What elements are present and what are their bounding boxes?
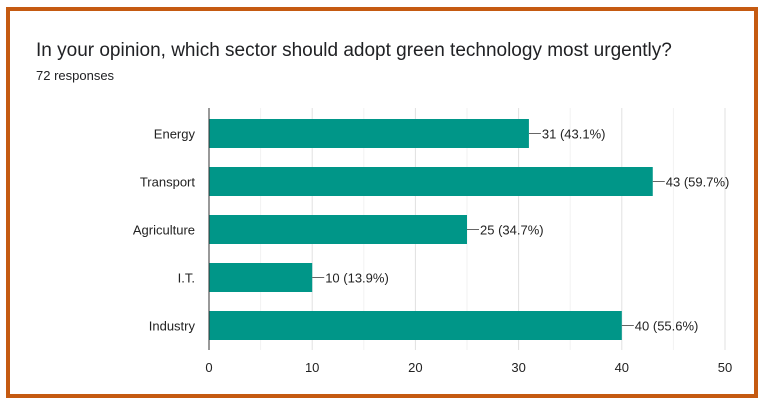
data-label: 10 (13.9%) <box>325 271 389 286</box>
data-label: 31 (43.1%) <box>542 127 606 142</box>
category-label: Energy <box>154 127 196 142</box>
category-label: Industry <box>149 319 196 334</box>
category-label: Agriculture <box>133 223 195 238</box>
data-label: 43 (59.7%) <box>666 175 730 190</box>
x-tick-label: 40 <box>615 360 629 375</box>
x-tick-label: 10 <box>305 360 319 375</box>
bar-it <box>209 263 313 292</box>
bar-agriculture <box>209 215 467 244</box>
data-label: 25 (34.7%) <box>480 223 544 238</box>
bar-transport <box>209 167 653 196</box>
data-label: 40 (55.6%) <box>635 319 699 334</box>
x-tick-label: 50 <box>718 360 732 375</box>
x-tick-label: 0 <box>205 360 212 375</box>
category-label: Transport <box>140 175 196 190</box>
chart-title: In your opinion, which sector should ado… <box>36 40 672 61</box>
category-label: I.T. <box>178 271 195 286</box>
x-tick-label: 30 <box>511 360 525 375</box>
response-count: 72 responses <box>36 68 115 83</box>
bar-energy <box>209 119 529 148</box>
x-tick-label: 20 <box>408 360 422 375</box>
bar-industry <box>209 311 622 340</box>
